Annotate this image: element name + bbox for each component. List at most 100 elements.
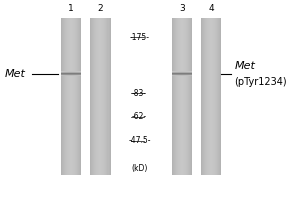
Text: 2: 2	[98, 4, 103, 13]
Bar	[174, 18, 175, 175]
Bar	[217, 18, 218, 175]
Text: 4: 4	[208, 4, 214, 13]
Bar	[98, 18, 99, 175]
Bar	[61, 74, 81, 75]
Bar	[189, 18, 190, 175]
Bar	[61, 73, 81, 74]
Bar	[71, 18, 72, 175]
Bar	[183, 18, 184, 175]
Bar	[95, 18, 96, 175]
Bar	[207, 18, 208, 175]
Bar	[109, 18, 110, 175]
Text: -47.5-: -47.5-	[128, 136, 151, 145]
Bar	[186, 18, 187, 175]
Bar	[78, 18, 80, 175]
Bar	[188, 18, 189, 175]
Bar	[61, 18, 62, 175]
Text: 1: 1	[68, 4, 74, 13]
Bar	[73, 18, 74, 175]
Bar	[76, 18, 77, 175]
Bar	[94, 18, 95, 175]
Bar	[181, 18, 182, 175]
Text: (pTyr1234): (pTyr1234)	[234, 77, 287, 87]
Bar	[213, 18, 214, 175]
Bar	[214, 18, 215, 175]
Bar	[177, 18, 178, 175]
Bar	[91, 18, 92, 175]
Bar	[68, 18, 69, 175]
Bar	[184, 18, 185, 175]
Text: -62-: -62-	[132, 112, 147, 121]
Bar	[80, 18, 81, 175]
Bar	[219, 18, 220, 175]
Bar	[75, 18, 76, 175]
Bar	[63, 18, 64, 175]
Bar	[77, 18, 78, 175]
Bar	[208, 18, 209, 175]
Bar	[101, 18, 102, 175]
Bar	[61, 71, 81, 72]
Bar	[185, 18, 186, 175]
Bar	[96, 18, 97, 175]
Bar	[202, 18, 203, 175]
Bar	[211, 18, 212, 175]
Bar	[204, 18, 205, 175]
Bar	[182, 18, 183, 175]
Bar	[220, 18, 221, 175]
Bar	[190, 18, 191, 175]
Bar	[69, 18, 70, 175]
Text: Met: Met	[234, 61, 255, 71]
Bar	[70, 18, 71, 175]
Bar	[201, 18, 202, 175]
Bar	[62, 18, 63, 175]
Bar	[176, 18, 177, 175]
Bar	[72, 18, 73, 175]
Bar	[74, 18, 75, 175]
Bar	[173, 18, 174, 175]
Text: -83-: -83-	[132, 89, 147, 98]
Bar	[106, 18, 107, 175]
Bar	[203, 18, 204, 175]
Bar	[61, 72, 81, 73]
Bar	[210, 18, 211, 175]
Bar	[209, 18, 210, 175]
Bar	[216, 18, 217, 175]
Bar	[175, 18, 176, 175]
Bar	[100, 18, 101, 175]
Bar	[215, 18, 216, 175]
Bar	[103, 18, 104, 175]
Bar	[172, 72, 192, 73]
Text: Met: Met	[4, 69, 25, 79]
Bar	[178, 18, 179, 175]
Bar	[65, 18, 66, 175]
Bar	[102, 18, 104, 175]
Bar	[218, 18, 219, 175]
Bar	[172, 18, 173, 175]
Bar	[93, 18, 94, 175]
Bar	[191, 18, 192, 175]
Bar	[110, 18, 111, 175]
Bar	[104, 18, 106, 175]
Bar	[64, 18, 65, 175]
Bar	[172, 73, 192, 74]
Bar	[187, 18, 188, 175]
Bar	[67, 18, 68, 175]
Bar	[172, 74, 192, 75]
Bar	[107, 18, 109, 175]
Bar	[172, 71, 192, 72]
Bar	[179, 18, 180, 175]
Bar	[66, 18, 67, 175]
Bar	[61, 75, 81, 76]
Bar	[180, 18, 181, 175]
Text: (kD): (kD)	[131, 164, 148, 173]
Bar	[205, 18, 206, 175]
Bar	[172, 75, 192, 76]
Text: 3: 3	[179, 4, 185, 13]
Text: -175-: -175-	[130, 33, 150, 42]
Bar	[97, 18, 98, 175]
Bar	[92, 18, 93, 175]
Bar	[206, 18, 207, 175]
Bar	[90, 18, 91, 175]
Bar	[212, 18, 213, 175]
Bar	[99, 18, 101, 175]
